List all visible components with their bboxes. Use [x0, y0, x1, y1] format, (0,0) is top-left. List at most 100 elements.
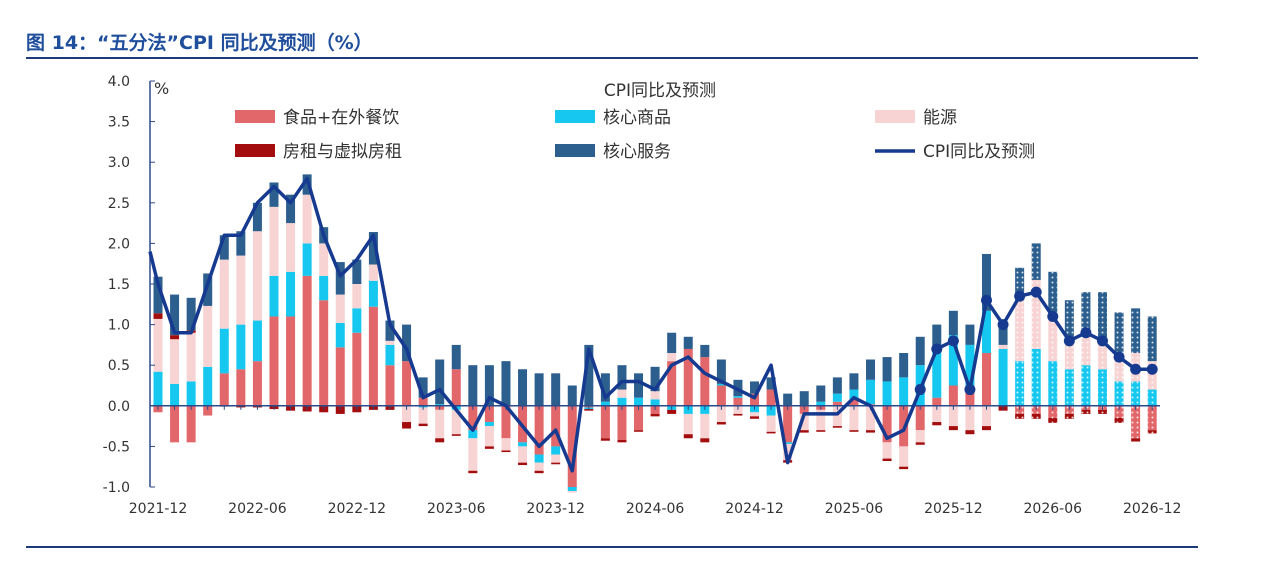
bar-0-29	[634, 405, 644, 431]
legend-item: CPI同比及预测	[875, 142, 1035, 162]
bar-1-38	[783, 442, 793, 444]
forecast-pattern	[1131, 381, 1141, 406]
legend-label: 食品+在外餐饮	[283, 108, 399, 128]
forecast-pattern	[1031, 279, 1041, 349]
bar-1-17	[435, 404, 445, 406]
bar-0-8	[286, 316, 296, 406]
forecast-pattern	[1147, 430, 1157, 434]
y-tick-label: -1.0	[103, 480, 130, 496]
y-tick-label: 0.0	[108, 399, 130, 415]
cpi-forecast-point	[981, 294, 992, 306]
forecast-pattern	[1064, 300, 1074, 341]
bar-3-16	[418, 423, 428, 427]
forecast-pattern	[1147, 389, 1157, 406]
cpi-forecast-point	[1030, 286, 1042, 298]
legend-label: CPI同比及预测	[923, 142, 1035, 162]
bar-1-13	[368, 280, 378, 307]
forecast-pattern	[1081, 292, 1091, 337]
bar-4-48	[948, 310, 958, 336]
forecast-pattern	[1131, 308, 1141, 354]
bar-3-48	[948, 426, 958, 431]
forecast-pattern	[1131, 438, 1141, 442]
cpi-forecast-point	[931, 343, 943, 355]
bar-2-31	[667, 353, 677, 362]
bar-3-43	[866, 430, 876, 433]
bar-1-28	[617, 397, 627, 406]
y-tick-label: 0.5	[108, 358, 130, 374]
bar-0-15	[402, 361, 412, 406]
cpi-forecast-point	[1096, 335, 1108, 347]
cpi-forecast-point	[1146, 363, 1158, 375]
bar-4-16	[418, 377, 428, 398]
cpi-line	[148, 176, 1153, 473]
bar-0-24	[551, 405, 561, 447]
x-tick-label: 2022-06	[228, 501, 287, 517]
bar-1-45	[899, 377, 909, 406]
bar-2-39	[799, 413, 809, 431]
forecast-pattern	[1048, 361, 1058, 406]
bar-2-16	[418, 407, 428, 424]
forecast-pattern	[1114, 357, 1124, 382]
bar-3-15	[402, 422, 412, 429]
bar-1-25	[567, 487, 577, 492]
x-tick-label: 2023-12	[526, 501, 585, 517]
bar-0-14	[385, 365, 395, 406]
bar-1-4	[219, 328, 229, 374]
legend-item: 食品+在外餐饮	[235, 108, 399, 128]
bar-1-43	[866, 379, 876, 405]
forecast-pattern	[1097, 409, 1107, 414]
bar-1-14	[385, 344, 395, 366]
bar-1-32	[683, 405, 693, 414]
bar-4-26	[584, 344, 594, 406]
y-tick-label: 2.5	[108, 196, 130, 212]
bar-3-20	[484, 446, 494, 449]
bar-0-27	[600, 405, 610, 439]
bar-4-28	[617, 365, 627, 390]
bar-1-1	[170, 383, 180, 406]
bar-3-19	[468, 470, 478, 474]
x-tick-label: 2025-06	[825, 501, 884, 517]
bar-4-31	[667, 332, 677, 354]
bar-2-37	[766, 415, 776, 432]
bar-2-13	[368, 264, 378, 281]
cpi-forecast-point	[1063, 335, 1075, 347]
bar-4-33	[700, 344, 710, 358]
bar-4-18	[451, 344, 461, 370]
forecast-pattern	[1015, 361, 1025, 406]
y-tick-label: 4.0	[108, 74, 130, 90]
bar-4-21	[501, 361, 511, 406]
forecast-pattern	[1048, 316, 1058, 362]
forecast-pattern	[1064, 340, 1074, 370]
bar-0-12	[352, 332, 362, 406]
bar-2-45	[899, 446, 909, 467]
y-tick-label: -0.5	[103, 439, 130, 455]
bar-3-42	[849, 430, 859, 432]
bar-0-4	[219, 373, 229, 406]
bar-1-11	[335, 322, 345, 348]
bar-2-15	[402, 405, 412, 423]
bar-1-0	[153, 371, 163, 406]
legend-item: 房租与虚拟房租	[235, 142, 402, 162]
forecast-pattern	[1048, 405, 1058, 418]
bar-2-40	[816, 409, 826, 431]
forecast-pattern	[1147, 361, 1157, 390]
cpi-forecast-point	[1130, 363, 1142, 375]
bar-4-15	[402, 324, 412, 362]
bar-0-32	[683, 348, 693, 406]
bar-3-0	[153, 313, 163, 319]
bar-1-34	[716, 383, 726, 386]
bar-4-3	[203, 273, 213, 306]
legend-swatch	[235, 144, 275, 157]
bar-2-24	[551, 454, 561, 463]
cpi-forecast-point	[1047, 310, 1059, 322]
y-tick-label: 2.0	[108, 236, 130, 252]
forecast-pattern	[1031, 243, 1041, 280]
forecast-pattern	[1048, 271, 1058, 317]
bar-1-29	[634, 397, 644, 406]
bar-4-39	[799, 391, 809, 406]
bar-0-23	[534, 405, 544, 455]
bar-2-2	[186, 332, 196, 382]
bar-3-18	[451, 434, 461, 436]
bar-1-51	[998, 348, 1008, 406]
bar-4-24	[551, 373, 561, 406]
